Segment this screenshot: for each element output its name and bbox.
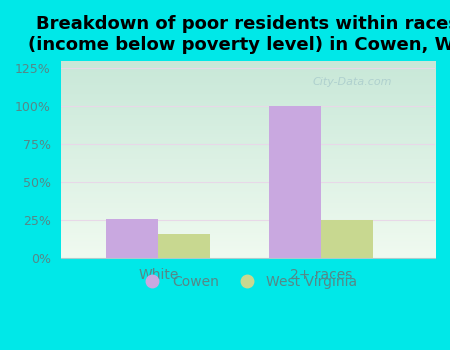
- Title: Breakdown of poor residents within races
(income below poverty level) in Cowen, : Breakdown of poor residents within races…: [27, 15, 450, 54]
- Bar: [106, 219, 158, 258]
- Text: City-Data.com: City-Data.com: [313, 77, 392, 87]
- Bar: [269, 106, 321, 258]
- Bar: [321, 220, 373, 258]
- Legend: Cowen, West Virginia: Cowen, West Virginia: [133, 270, 363, 295]
- Bar: [158, 234, 210, 258]
